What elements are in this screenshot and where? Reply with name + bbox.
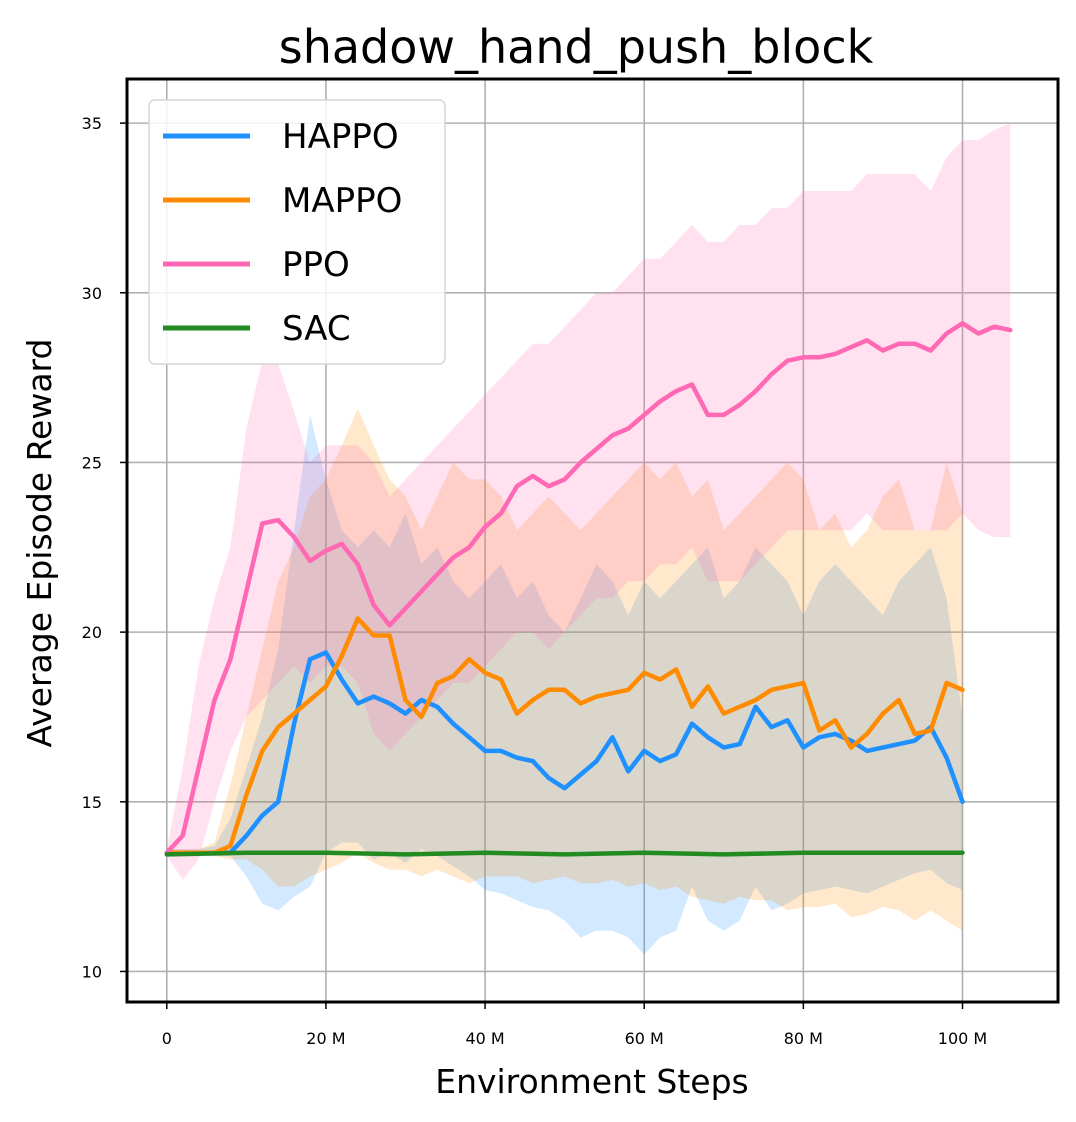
ppo-line [164,321,1013,855]
axis-ticks: 0 20 M 40 M 60 M 80 M 100 M 10 15 20 25 30 35 [82,114,988,1048]
legend-box [148,99,446,365]
legend-label-mappo: MAPPO [282,181,402,221]
y-tick-label: 15 [82,793,102,812]
legend: HAPPO MAPPO PPO SAC [148,99,446,365]
happo-line [164,650,965,855]
series-lines [164,321,1013,857]
x-tick-label: 0 [162,1029,172,1048]
legend-label-happo: HAPPO [282,117,399,157]
legend-label-ppo: PPO [282,245,350,285]
y-tick-label: 30 [82,284,102,303]
x-tick-label: 60 M [625,1029,664,1048]
y-tick-label: 10 [82,962,102,981]
y-tick-label: 20 [82,623,102,642]
x-tick-label: 80 M [784,1029,823,1048]
mappo-line [164,616,965,855]
plot-frame [125,77,1060,1004]
x-tick-label: 100 M [938,1029,987,1048]
x-tick-label: 40 M [465,1029,504,1048]
ppo-band [166,123,1011,880]
y-tick-label: 35 [82,114,102,133]
x-axis-label: Environment Steps [435,1062,749,1101]
grid [127,79,1058,1002]
x-tick-label: 20 M [306,1029,345,1048]
y-axis-label: Average Episode Reward [20,339,59,748]
y-tick-label: 25 [82,453,102,472]
chart-title: shadow_hand_push_block [279,20,874,74]
sac-line [164,850,965,857]
confidence-bands [166,123,1011,955]
mappo-band [166,408,963,931]
happo-band [166,414,963,955]
legend-label-sac: SAC [282,309,351,349]
